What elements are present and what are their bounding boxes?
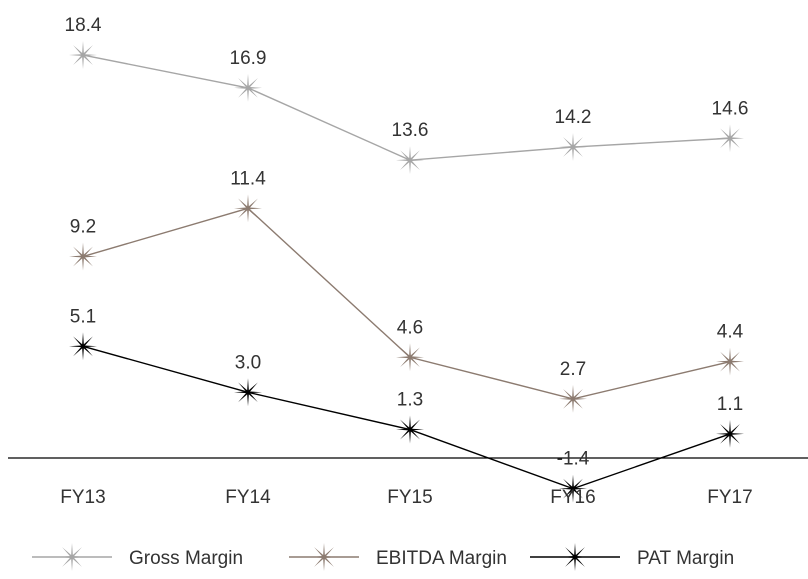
pat-margin-label-fy13: 5.1	[70, 306, 96, 327]
gross-margin-label-fy16: 14.2	[555, 107, 592, 128]
x-axis-tick-labels: FY13 FY14 FY15 FY16 FY17	[60, 487, 752, 508]
ebitda-margin-marker-fy17	[716, 347, 744, 376]
gross-margin-label-fy13: 18.4	[65, 15, 102, 36]
ebitda-margin-label-fy14: 11.4	[230, 168, 266, 189]
gross-margin-marker-fy16	[559, 133, 587, 162]
legend-item-ebitda-margin: EBITDA Margin	[289, 543, 507, 571]
gross-margin-marker-fy13	[69, 41, 97, 70]
ebitda-margin-label-fy15: 4.6	[397, 317, 423, 338]
legend-item-pat-margin: PAT Margin	[530, 543, 734, 571]
pat-margin-marker-fy14	[234, 378, 262, 407]
gross-margin-marker-fy15	[396, 146, 424, 175]
ebitda-margin-line	[82, 207, 731, 400]
ebitda-margin-label-fy16: 2.7	[560, 359, 586, 380]
ebitda-margin-marker-fy14	[234, 194, 262, 223]
gross-margin-label-fy15: 13.6	[392, 120, 429, 141]
legend-label-gross-margin: Gross Margin	[129, 548, 243, 569]
pat-margin-marker-fy16	[559, 474, 587, 503]
ebitda-margin-label-fy13: 9.2	[70, 217, 96, 238]
gross-margin-line	[82, 54, 731, 161]
pat-margin-marker-fy17	[716, 419, 744, 448]
ebitda-margin-marker-fy15	[396, 343, 424, 372]
x-tick-fy15: FY15	[387, 487, 432, 508]
legend-label-ebitda-margin: EBITDA Margin	[376, 548, 507, 569]
gross-margin-marker-fy17	[716, 124, 744, 153]
ebitda-margin-marker-fy13	[69, 242, 97, 271]
pat-margin-label-fy15: 1.3	[397, 390, 423, 411]
pat-margin-label-fy16: -1.4	[557, 449, 590, 470]
legend-label-pat-margin: PAT Margin	[637, 548, 734, 569]
pat-margin-label-fy17: 1.1	[717, 394, 743, 415]
pat-margin-marker-fy15	[396, 415, 424, 444]
x-tick-fy13: FY13	[60, 487, 105, 508]
legend-marker-ebitda-margin	[310, 543, 338, 571]
gross-margin-label-fy14: 16.9	[230, 48, 267, 69]
data-labels: 18.4 16.9 13.6 14.2 14.6 9.2 11.4 4.6 2.7 4.4 5.1 3…	[65, 15, 749, 470]
ebitda-margin-label-fy17: 4.4	[717, 322, 744, 343]
legend-marker-gross-margin	[58, 543, 86, 571]
legend-item-gross-margin: Gross Margin	[32, 543, 243, 571]
gross-margin-label-fy17: 14.6	[712, 98, 749, 119]
x-tick-fy16: FY16	[550, 487, 595, 508]
legend-marker-pat-margin	[561, 543, 589, 571]
gross-margin-marker-fy14	[234, 73, 262, 102]
series-markers	[69, 41, 744, 503]
ebitda-margin-marker-fy16	[559, 384, 587, 413]
pat-margin-marker-fy13	[69, 332, 97, 361]
pat-margin-label-fy14: 3.0	[235, 352, 261, 373]
pat-margin-line	[82, 345, 731, 490]
legend: Gross Margin EBITDA Margin PAT Margin	[32, 543, 734, 571]
x-tick-fy17: FY17	[707, 487, 752, 508]
x-tick-fy14: FY14	[225, 487, 271, 508]
